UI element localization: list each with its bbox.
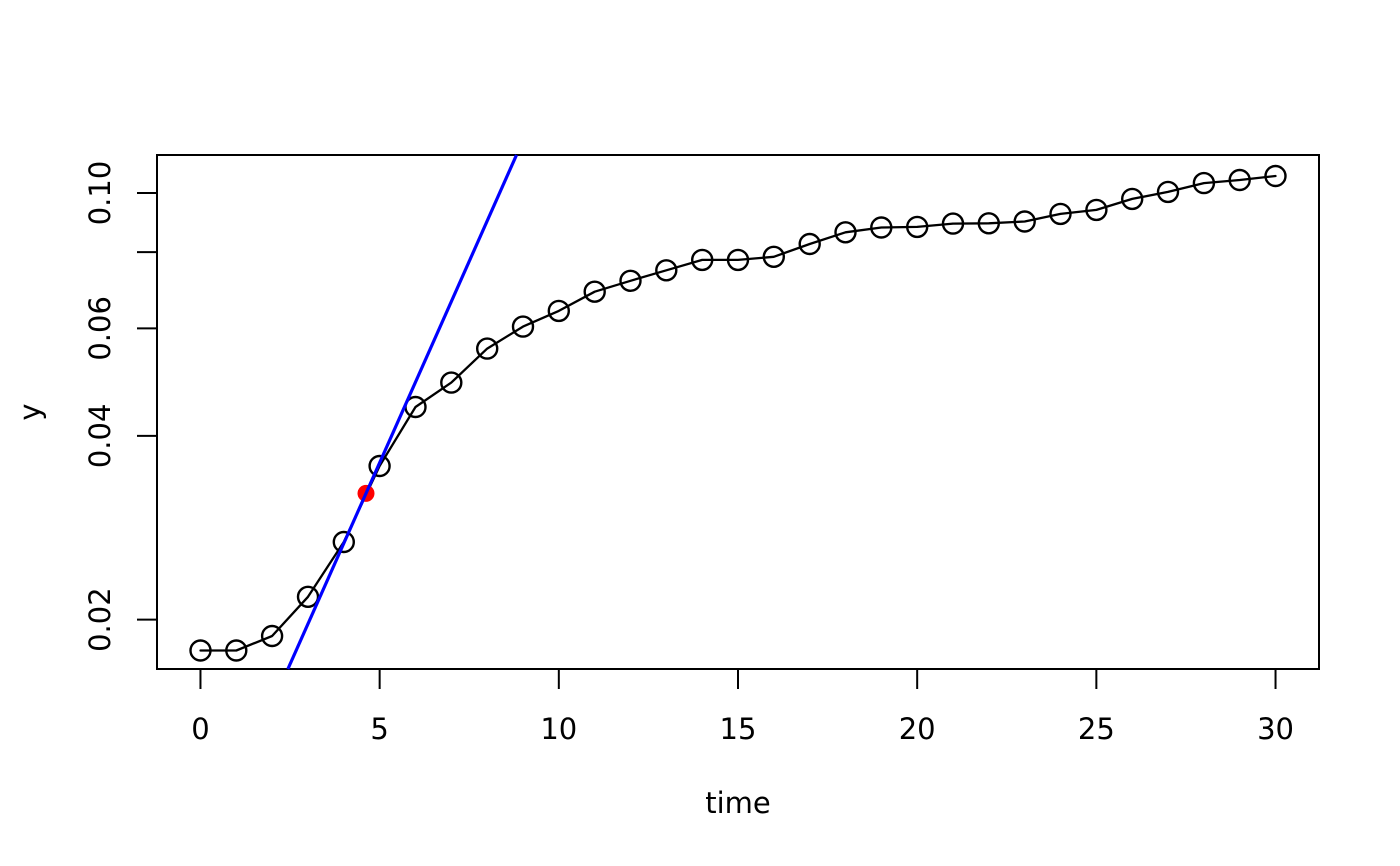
x-tick-label: 30 — [1257, 712, 1294, 746]
data-point-marker — [1120, 187, 1144, 211]
y-tick-label: 0.02 — [83, 587, 117, 652]
data-point-marker — [1085, 198, 1108, 222]
data-point-marker — [547, 299, 570, 323]
data-point-marker — [511, 315, 535, 338]
plot-box — [156, 154, 1320, 670]
x-tick-label: 20 — [899, 712, 936, 746]
y-tick-label: 0.06 — [83, 296, 117, 361]
x-tick-label: 0 — [191, 712, 209, 746]
x-tick-label: 10 — [540, 712, 577, 746]
data-point-marker — [834, 221, 857, 244]
x-tick-label: 5 — [370, 712, 388, 746]
x-tick-label: 25 — [1078, 712, 1115, 746]
series-line — [199, 174, 1277, 652]
data-point-marker — [1013, 210, 1036, 233]
data-point-marker — [368, 454, 391, 478]
data-point-marker — [260, 624, 284, 648]
data-point-marker — [189, 639, 212, 662]
data-point-marker — [726, 248, 750, 272]
x-axis-title: time — [705, 786, 771, 820]
data-point-marker — [941, 212, 965, 235]
data-point-marker — [691, 248, 714, 272]
data-point-marker — [440, 371, 463, 394]
data-point-marker — [1264, 164, 1287, 188]
data-point-marker — [906, 215, 929, 239]
data-point-marker — [1049, 202, 1072, 226]
data-point-marker — [583, 280, 606, 303]
data-point-marker — [619, 269, 642, 292]
data-point-marker — [977, 212, 1000, 235]
data-point-marker — [476, 337, 499, 360]
data-point-marker — [870, 216, 893, 239]
data-point-marker — [762, 245, 785, 268]
data-point-marker — [332, 530, 355, 554]
x-tick-label: 15 — [720, 712, 757, 746]
data-point-marker — [798, 232, 821, 256]
data-point-marker — [1156, 180, 1180, 204]
y-tick-label: 0.10 — [83, 161, 117, 226]
data-point-marker — [296, 585, 320, 608]
y-axis-title: y — [13, 403, 47, 421]
tangent-line — [286, 154, 518, 670]
y-tick-label: 0.04 — [83, 404, 117, 469]
data-point-marker — [655, 259, 678, 282]
data-point-marker — [1192, 171, 1216, 195]
data-point-marker — [1228, 168, 1251, 192]
data-point-marker — [225, 639, 248, 662]
